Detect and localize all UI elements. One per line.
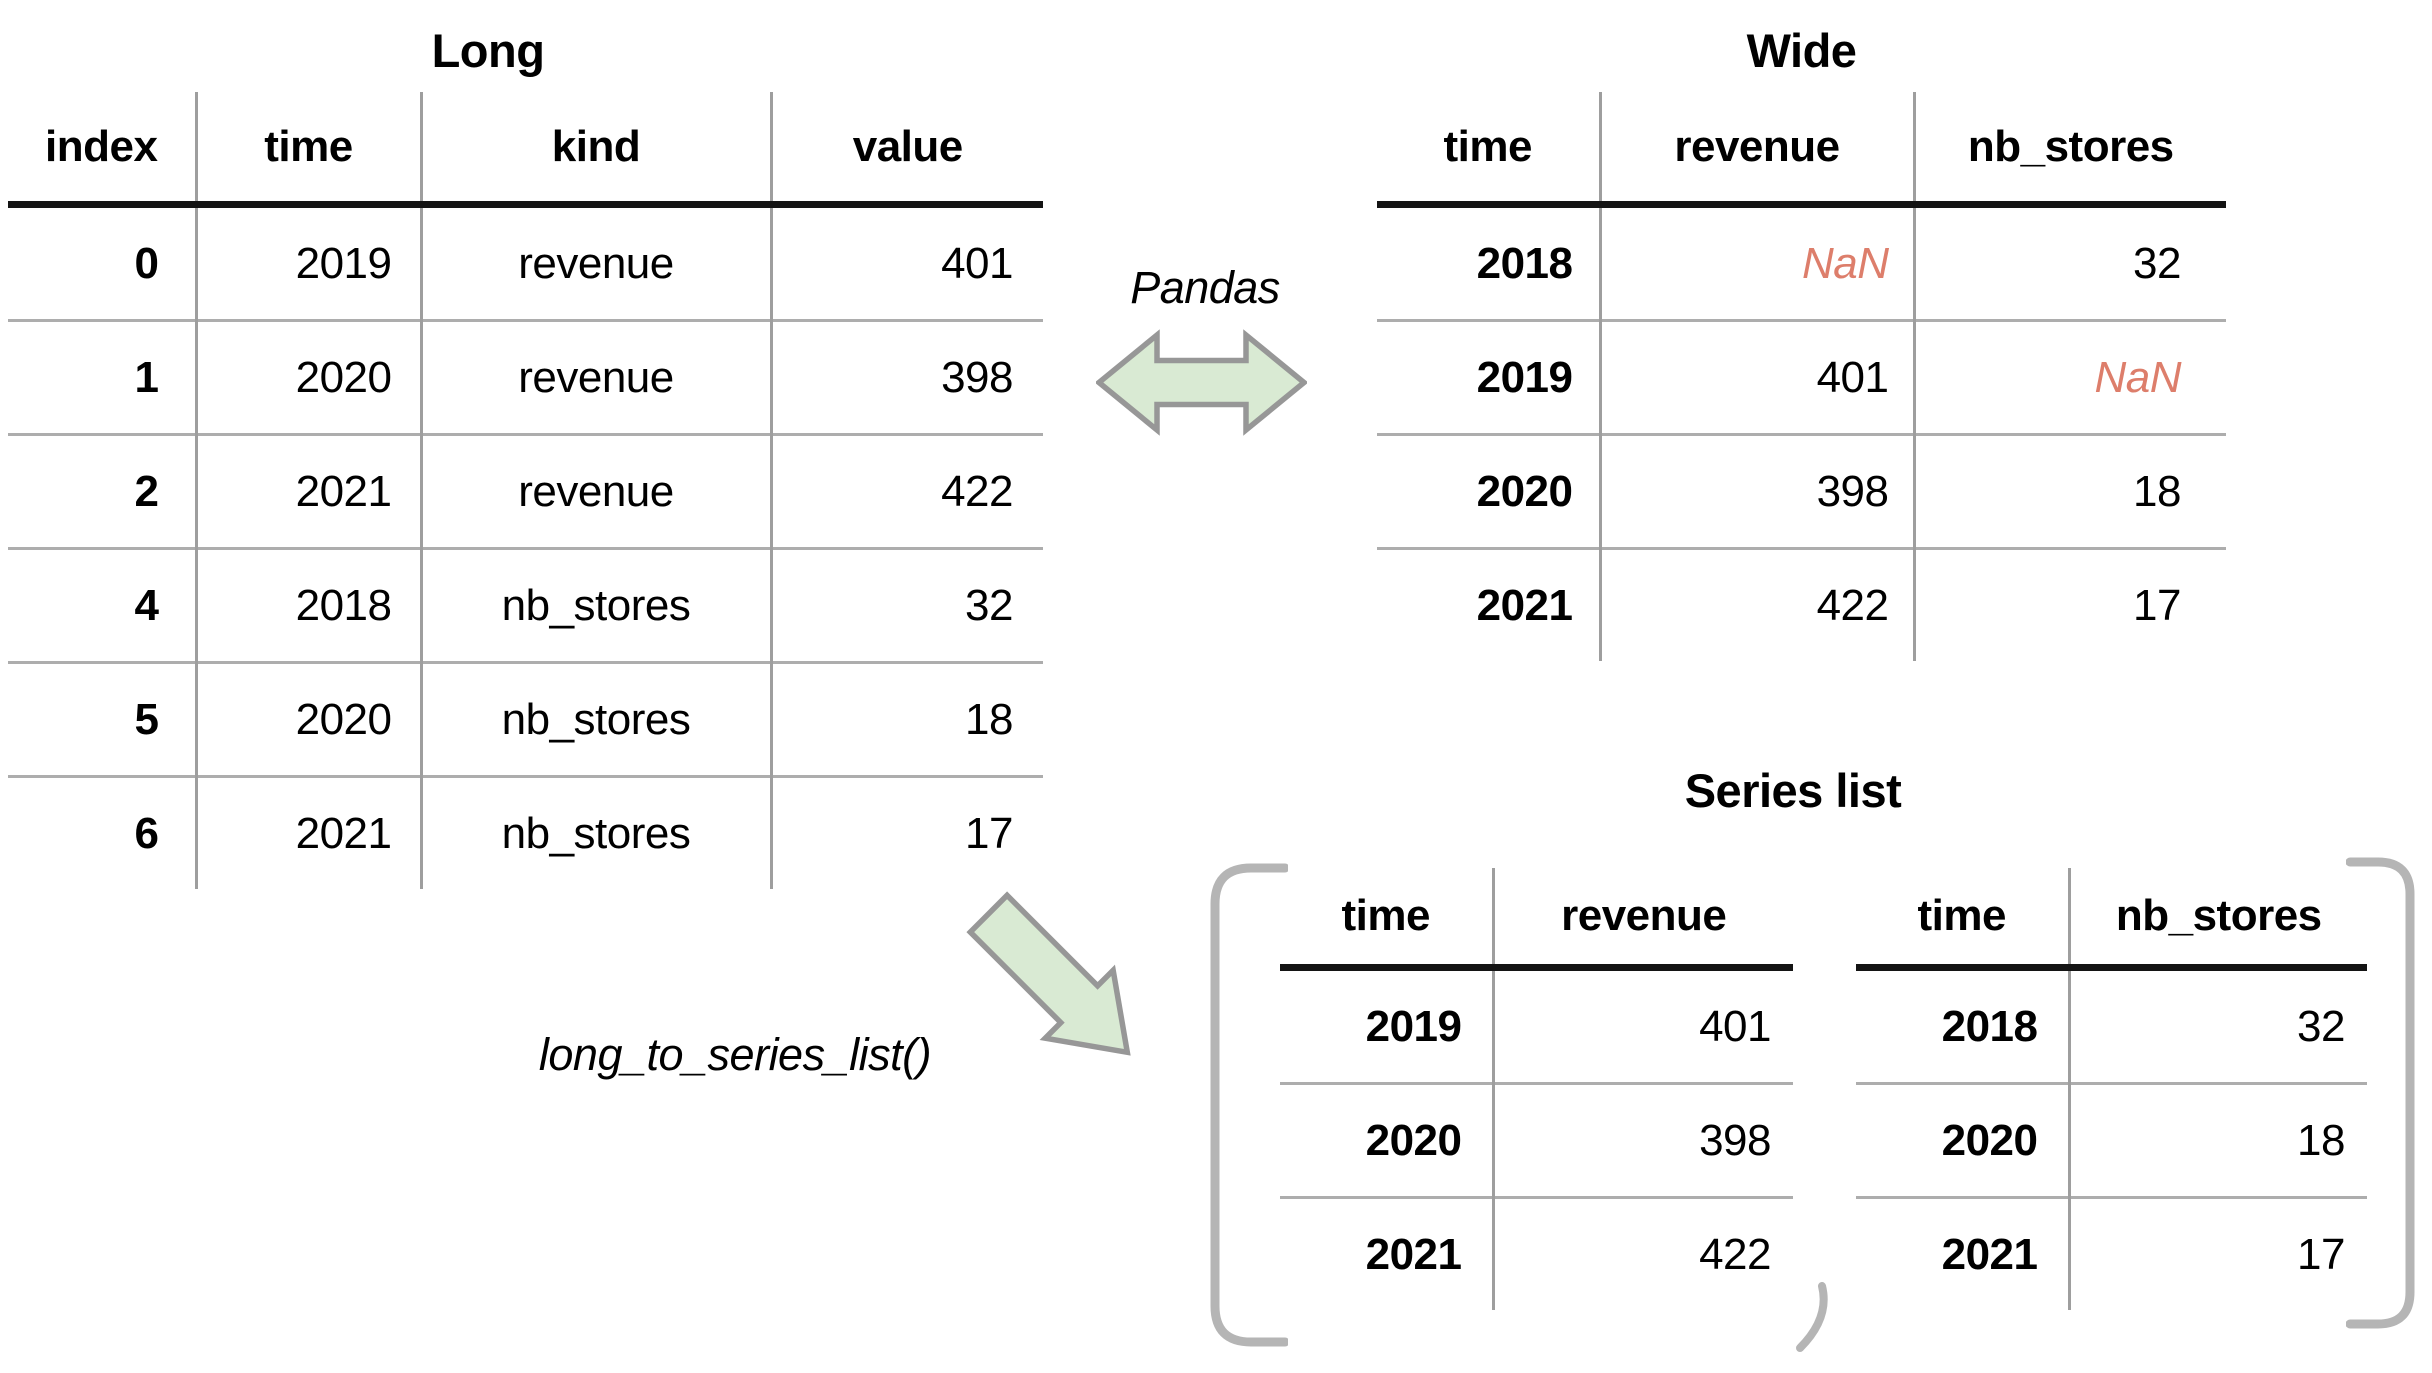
- col-header: time: [1377, 92, 1602, 208]
- series-table-revenue-section: time revenue 2019 401 2020 398 2021 422: [1280, 868, 1793, 1310]
- cell: revenue: [421, 319, 773, 435]
- cell: 2021: [1856, 1196, 2071, 1310]
- cell: 2019: [1280, 967, 1495, 1084]
- cell: revenue: [421, 433, 773, 549]
- long-table-header-row: index time kind value: [8, 92, 1043, 208]
- wide-table-title: Wide: [1746, 24, 1857, 77]
- table-row: 2019 401 NaN: [1377, 319, 2226, 435]
- col-header: nb_stores: [1914, 92, 2226, 208]
- cell: 401: [941, 238, 1013, 288]
- table-row: 2020 398 18: [1377, 433, 2226, 549]
- cell: nb_stores: [421, 775, 773, 889]
- col-header: revenue: [1600, 92, 1916, 208]
- wide-table-section: Wide time revenue nb_stores 2018 NaN 32 …: [1377, 22, 2226, 661]
- col-header: index: [8, 92, 198, 208]
- cell: 2019: [196, 204, 423, 321]
- cell: 18: [771, 661, 1043, 777]
- cell: 2021: [1377, 547, 1602, 661]
- cell: 2020: [1856, 1082, 2071, 1198]
- table-row: 2021 17: [1856, 1196, 2367, 1310]
- cell: 4: [8, 547, 198, 663]
- table-row: 4 2018 nb_stores 32: [8, 547, 1043, 663]
- transform-function-label: long_to_series_list(): [538, 1029, 932, 1080]
- table-row: 6 2021 nb_stores 17: [8, 775, 1043, 889]
- table-row: 2020 398: [1280, 1082, 1793, 1198]
- cell: 401: [1600, 319, 1916, 435]
- cell: 17: [2069, 1196, 2367, 1310]
- cell: 2020: [1377, 433, 1602, 549]
- col-header: time: [1856, 868, 2071, 971]
- cell: 2021: [196, 433, 423, 549]
- cell: 17: [771, 775, 1043, 889]
- long-table-title: Long: [431, 24, 545, 77]
- table-row: 1 2020 revenue 398: [8, 319, 1043, 435]
- table-row: 2 2021 revenue 422: [8, 433, 1043, 549]
- cell: 1: [8, 319, 198, 435]
- cell: 398: [1493, 1082, 1793, 1198]
- cell: 2020: [1280, 1082, 1495, 1198]
- series-list-title: Series list: [1684, 764, 1902, 817]
- wide-table-header-row: time revenue nb_stores: [1377, 92, 2226, 208]
- cell: 18: [1914, 433, 2226, 549]
- col-header: revenue: [1493, 868, 1793, 971]
- diagonal-arrow-icon: [966, 891, 1131, 1056]
- wide-table: time revenue nb_stores 2018 NaN 32 2019 …: [1377, 92, 2226, 661]
- cell: 401: [1699, 1001, 1771, 1051]
- series-bracket-left-icon: [1210, 863, 1288, 1347]
- cell: 32: [2297, 1001, 2345, 1051]
- series-table-header-row: time revenue: [1280, 868, 1793, 971]
- cell: 398: [1600, 433, 1916, 549]
- series-table-revenue: time revenue 2019 401 2020 398 2021 422: [1280, 868, 1793, 1310]
- cell: NaN: [1914, 319, 2226, 435]
- cell: 422: [771, 433, 1043, 549]
- cell: nb_stores: [421, 547, 773, 663]
- cell: 32: [771, 547, 1043, 663]
- table-row: 2020 18: [1856, 1082, 2367, 1198]
- cell: NaN: [1600, 204, 1916, 321]
- col-header: value: [771, 92, 1043, 208]
- cell: 2: [8, 433, 198, 549]
- col-header: kind: [421, 92, 773, 208]
- col-header: time: [196, 92, 423, 208]
- pandas-label: Pandas: [1130, 262, 1280, 313]
- cell: 2018: [1377, 204, 1602, 321]
- col-header: nb_stores: [2069, 868, 2367, 971]
- cell: 2018: [1856, 967, 2071, 1084]
- cell: 18: [2069, 1082, 2367, 1198]
- col-header: time: [1280, 868, 1495, 971]
- cell: 2019: [1377, 319, 1602, 435]
- cell: 32: [2133, 238, 2181, 288]
- table-row: 2018 32: [1856, 967, 2367, 1084]
- table-row: 5 2020 nb_stores 18: [8, 661, 1043, 777]
- table-row: 2019 401: [1280, 967, 1793, 1084]
- series-table-nb-stores-section: time nb_stores 2018 32 2020 18 2021 17: [1856, 868, 2367, 1310]
- cell: 398: [771, 319, 1043, 435]
- double-arrow-icon: [1096, 329, 1307, 436]
- cell: 422: [1493, 1196, 1793, 1310]
- cell: 5: [8, 661, 198, 777]
- table-row: 0 2019 revenue 401: [8, 204, 1043, 321]
- cell: 6: [8, 775, 198, 889]
- series-table-header-row: time nb_stores: [1856, 868, 2367, 971]
- long-table: index time kind value 0 2019 revenue 401…: [8, 92, 1043, 889]
- cell: revenue: [421, 204, 773, 321]
- cell: 2021: [196, 775, 423, 889]
- cell: 2018: [196, 547, 423, 663]
- table-row: 2018 NaN 32: [1377, 204, 2226, 321]
- cell: 422: [1600, 547, 1916, 661]
- cell: 0: [8, 204, 198, 321]
- series-bracket-right-icon: [2346, 857, 2415, 1329]
- long-table-section: Long index time kind value 0 2019 revenu…: [8, 22, 1043, 889]
- table-row: 2021 422 17: [1377, 547, 2226, 661]
- cell: 17: [1914, 547, 2226, 661]
- table-row: 2021 422: [1280, 1196, 1793, 1310]
- cell: 2020: [196, 661, 423, 777]
- cell: nb_stores: [421, 661, 773, 777]
- series-separator-comma-icon: [1796, 1282, 1828, 1352]
- series-table-nb-stores: time nb_stores 2018 32 2020 18 2021 17: [1856, 868, 2367, 1310]
- cell: 2020: [196, 319, 423, 435]
- cell: 2021: [1280, 1196, 1495, 1310]
